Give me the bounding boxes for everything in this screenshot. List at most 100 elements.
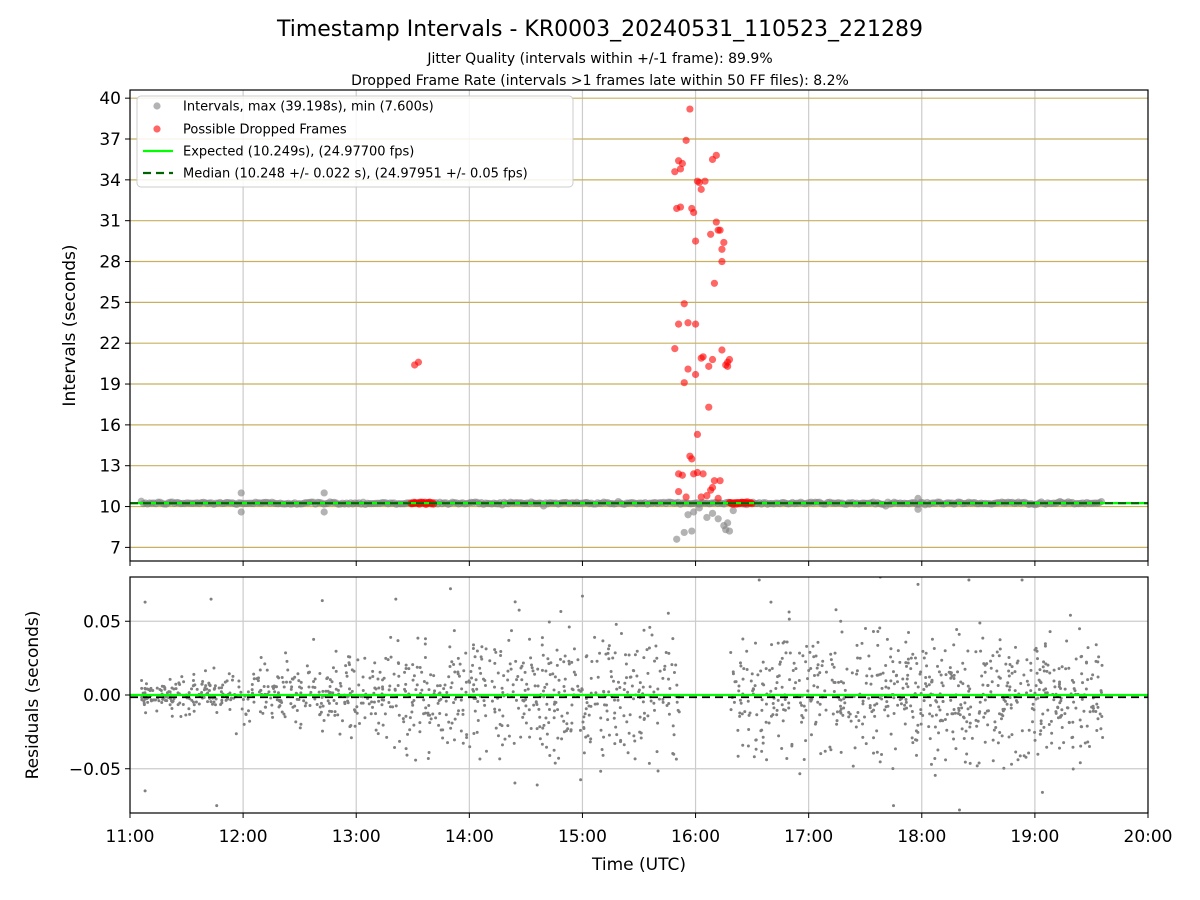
residual-point	[256, 679, 260, 683]
residual-point	[856, 656, 860, 660]
residual-point	[464, 690, 468, 694]
residual-point	[1046, 708, 1050, 712]
residual-point	[584, 707, 588, 711]
residual-point	[160, 700, 164, 704]
residual-point	[567, 625, 571, 629]
residual-point	[1079, 655, 1083, 659]
residual-point	[928, 703, 932, 707]
residual-point	[1003, 699, 1007, 703]
residual-point	[1064, 667, 1068, 671]
residual-point	[459, 729, 463, 733]
residual-point	[565, 722, 569, 726]
residual-point	[1006, 681, 1010, 685]
residual-point	[855, 672, 859, 676]
residual-point	[913, 738, 917, 742]
residual-point	[404, 663, 408, 667]
residual-point	[258, 710, 262, 714]
residual-point	[536, 684, 540, 688]
residual-point	[960, 706, 964, 710]
residual-point	[346, 699, 350, 703]
residual-point	[885, 637, 889, 641]
residual-point	[937, 731, 941, 735]
residual-point	[527, 708, 531, 712]
residual-point	[849, 719, 853, 723]
residual-point	[916, 723, 920, 727]
residual-point	[499, 649, 503, 653]
residual-point	[891, 660, 895, 664]
residual-point	[1057, 667, 1061, 671]
residual-point	[407, 667, 411, 671]
residual-point	[1095, 702, 1099, 706]
x-tick-label: 15:00	[558, 827, 607, 847]
residual-point	[969, 705, 973, 709]
plot-frame	[129, 89, 1149, 562]
residual-point	[855, 643, 859, 647]
residual-point	[1049, 719, 1053, 723]
residual-point	[308, 704, 312, 708]
residual-point	[299, 691, 303, 695]
residual-point	[586, 734, 590, 738]
residual-point	[945, 712, 949, 716]
residual-point	[896, 649, 900, 653]
residual-point	[478, 666, 482, 670]
residual-point	[206, 700, 210, 704]
residual-point	[305, 664, 309, 668]
residual-point	[1057, 685, 1061, 689]
residual-point	[655, 656, 659, 660]
dropped-frame-point	[716, 226, 724, 234]
residual-point	[869, 682, 873, 686]
residual-point	[338, 681, 342, 685]
residual-point	[472, 683, 476, 687]
residual-point	[989, 690, 993, 694]
residual-point	[545, 682, 549, 686]
residual-point	[307, 670, 311, 674]
residual-point	[800, 720, 804, 724]
residual-point	[567, 662, 571, 666]
residual-point	[1089, 677, 1093, 681]
residual-point	[594, 691, 598, 695]
residual-point	[143, 686, 147, 690]
residual-point	[424, 706, 428, 710]
residual-point	[1065, 639, 1069, 643]
residual-point	[213, 684, 217, 688]
residual-point	[452, 629, 456, 633]
residual-point	[743, 710, 747, 714]
residual-point	[1013, 670, 1017, 674]
residual-point	[601, 639, 605, 643]
residual-point	[867, 696, 871, 700]
residual-point	[1071, 720, 1075, 724]
residual-point	[775, 681, 779, 685]
residual-point	[1050, 741, 1054, 745]
residual-point	[297, 679, 301, 683]
residual-point	[403, 670, 407, 674]
residual-point	[143, 600, 147, 604]
residual-point	[513, 781, 517, 785]
residual-point	[953, 711, 957, 715]
residual-point	[541, 689, 545, 693]
residual-point	[483, 683, 487, 687]
residual-point	[1100, 663, 1104, 667]
residual-point	[1071, 735, 1075, 739]
residual-point	[614, 725, 618, 729]
residual-point	[787, 617, 791, 621]
residual-point	[746, 699, 750, 703]
dropped-frame-point	[699, 353, 707, 361]
residual-point	[806, 677, 810, 681]
residual-point	[750, 672, 754, 676]
residual-point	[925, 664, 929, 668]
residual-point	[983, 740, 987, 744]
residual-point	[374, 712, 378, 716]
residual-point	[252, 677, 256, 681]
residual-point	[212, 666, 216, 670]
residual-point	[739, 664, 743, 668]
residual-point	[563, 677, 567, 681]
residual-point	[382, 676, 386, 680]
residual-point	[904, 661, 908, 665]
residual-point	[227, 672, 231, 676]
residual-point	[473, 655, 477, 659]
dropped-frame-point	[671, 168, 679, 176]
residual-point	[445, 690, 449, 694]
residual-point	[875, 750, 879, 754]
residual-point	[855, 669, 859, 673]
residual-point	[637, 690, 641, 694]
